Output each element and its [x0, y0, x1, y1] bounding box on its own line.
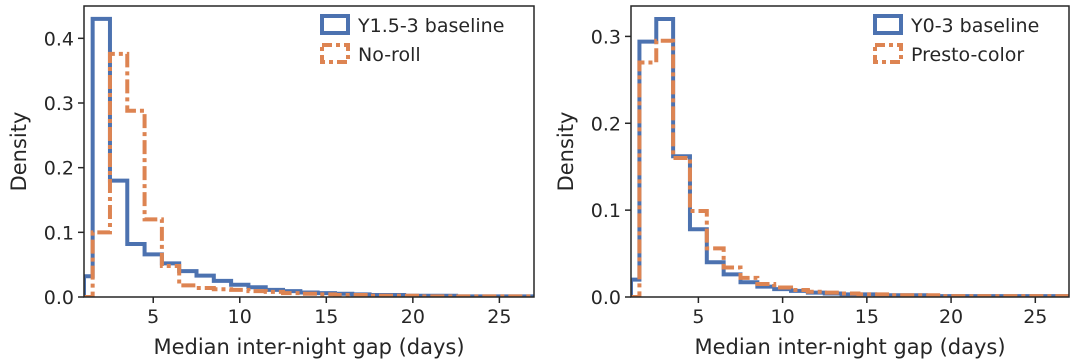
axes-frame [630, 5, 1070, 298]
legend-label: Y0-3 baseline [910, 15, 1039, 37]
legend: Y1.5-3 baseline No-roll [320, 14, 504, 66]
x-tick-label: 5 [147, 306, 159, 328]
legend-label: Presto-color [911, 44, 1024, 66]
x-tick-label: 5 [692, 306, 704, 328]
x-tick-label: 25 [1023, 306, 1047, 328]
x-tick-label: 20 [401, 306, 425, 328]
y-tick-label: 0.4 [44, 28, 74, 50]
legend-swatch [320, 14, 350, 35]
x-tick-label: 10 [228, 306, 252, 328]
legend-label: No-roll [358, 44, 421, 66]
legend-swatch [320, 43, 350, 64]
y-axis-label: Density [7, 112, 31, 192]
x-axis-label: Median inter-night gap (days) [694, 335, 1005, 359]
x-tick-label: 15 [855, 306, 879, 328]
x-tick-label: 15 [314, 306, 338, 328]
y-tick-label: 0.1 [591, 200, 621, 222]
y-tick-label: 0.3 [591, 26, 621, 48]
y-tick-label: 0.2 [44, 158, 74, 180]
chart-panel-1: 5 10 15 20 25 0.0 0.1 0.2 0.3 0.4 Median inter-nig… [7, 5, 535, 359]
legend: Y0-3 baseline Presto-color [873, 14, 1039, 66]
y-tick-label: 0.3 [44, 93, 74, 115]
legend-swatch [873, 14, 903, 35]
y-tick-label: 0.0 [591, 287, 621, 309]
x-axis-label: Median inter-night gap (days) [153, 335, 464, 359]
histogram-series-2 [84, 51, 534, 297]
histogram-series-1 [84, 16, 534, 297]
y-axis-label: Density [554, 112, 578, 192]
y-tick-label: 0.0 [44, 287, 74, 309]
axes-frame [83, 5, 535, 298]
x-tick-label: 25 [487, 306, 511, 328]
x-tick-label: 20 [939, 306, 963, 328]
histogram-series-2 [631, 38, 1069, 297]
chart-panel-2: 5 10 15 20 25 0.0 0.1 0.2 0.3 Median inter-night … [554, 5, 1070, 359]
legend-label: Y1.5-3 baseline [357, 15, 504, 37]
y-tick-label: 0.1 [44, 222, 74, 244]
x-tick-label: 10 [771, 306, 795, 328]
legend-swatch [873, 43, 903, 64]
y-tick-label: 0.2 [591, 113, 621, 135]
